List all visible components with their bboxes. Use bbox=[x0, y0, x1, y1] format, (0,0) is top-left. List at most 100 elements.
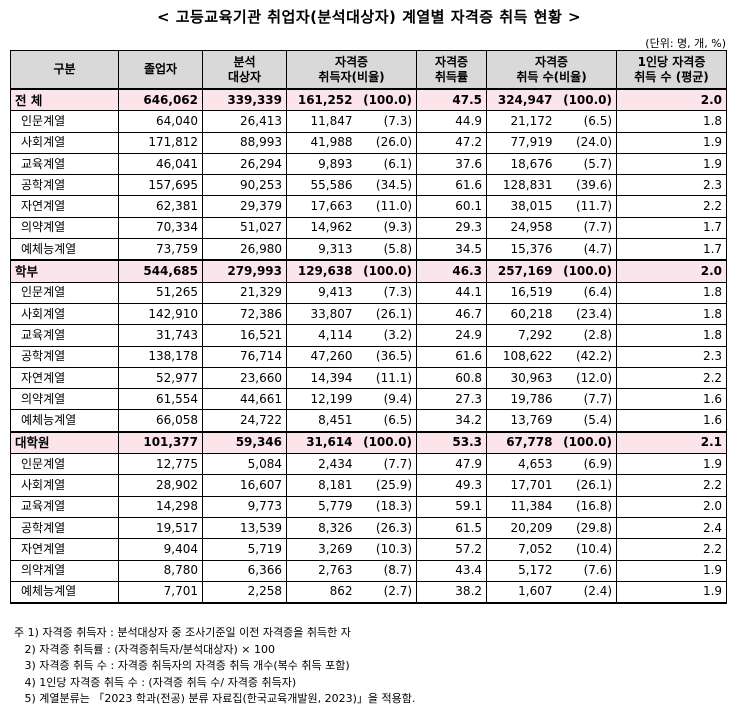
cell-rate: 27.3 bbox=[416, 388, 488, 411]
cell-acquirers: 11,847 bbox=[286, 110, 357, 133]
cell-count-pct: (42.2) bbox=[556, 345, 618, 368]
cell-graduates: 9,404 bbox=[118, 538, 203, 561]
cell-acquirers: 14,394 bbox=[286, 366, 357, 390]
cell-acquirers-pct: (26.0) bbox=[356, 131, 418, 154]
cell-average: 1.8 bbox=[616, 110, 728, 133]
cell-targets: 9,773 bbox=[202, 495, 287, 518]
cell-count-pct: (7.7) bbox=[556, 216, 618, 240]
table-row: 자연계열 62,381 29,379 17,663 (11.0) 60.1 38,015 (1… bbox=[10, 195, 728, 218]
cell-acquirers-pct: (9.3) bbox=[356, 216, 418, 240]
cell-graduates: 66,058 bbox=[118, 409, 203, 433]
cell-count-pct: (5.7) bbox=[556, 152, 618, 176]
table-row: 공학계열 19,517 13,539 8,326 (26.3) 61.5 20,209 (29… bbox=[10, 516, 728, 540]
cell-graduates: 51,265 bbox=[118, 281, 203, 304]
cell-acquirers: 14,962 bbox=[286, 216, 357, 240]
cell-count-pct: (4.7) bbox=[556, 238, 618, 262]
cell-count-pct: (100.0) bbox=[556, 259, 618, 283]
cell-targets: 76,714 bbox=[202, 345, 287, 368]
cell-targets: 24,722 bbox=[202, 409, 287, 433]
cell-acquirers: 33,807 bbox=[286, 302, 357, 326]
table-row: 의약계열 70,334 51,027 14,962 (9.3) 29.3 24,958 (7.… bbox=[10, 216, 728, 240]
cell-targets: 5,719 bbox=[202, 538, 287, 561]
cell-count-pct: (100.0) bbox=[556, 431, 618, 455]
table-row: 교육계열 46,041 26,294 9,893 (6.1) 37.6 18,676 (5.7… bbox=[10, 152, 728, 176]
table-row: 공학계열 157,695 90,253 55,586 (34.5) 61.6 128,831… bbox=[10, 174, 728, 197]
footnote: 5) 계열분류는 「2023 학과(전공) 분류 자료집(한국교육개발원, 20… bbox=[14, 692, 416, 705]
cell-targets: 26,413 bbox=[202, 110, 287, 133]
row-label: 사회계열 bbox=[10, 131, 119, 154]
cell-count: 30,963 bbox=[486, 366, 557, 390]
cell-graduates: 7,701 bbox=[118, 580, 203, 605]
row-label: 자연계열 bbox=[10, 538, 119, 561]
cell-average: 2.2 bbox=[616, 366, 728, 390]
cell-rate: 44.9 bbox=[416, 110, 488, 133]
cell-acquirers: 41,988 bbox=[286, 131, 357, 154]
cell-count: 21,172 bbox=[486, 110, 557, 133]
cell-targets: 279,993 bbox=[202, 259, 287, 283]
cell-acquirers-pct: (5.8) bbox=[356, 238, 418, 262]
cell-average: 1.8 bbox=[616, 324, 728, 347]
cell-targets: 2,258 bbox=[202, 580, 287, 605]
cell-acquirers: 47,260 bbox=[286, 345, 357, 368]
cell-targets: 21,329 bbox=[202, 281, 287, 304]
cell-acquirers-pct: (7.3) bbox=[356, 281, 418, 304]
cell-count: 77,919 bbox=[486, 131, 557, 154]
row-label: 공학계열 bbox=[10, 516, 119, 540]
cell-count: 108,622 bbox=[486, 345, 557, 368]
header-acquirers: 자격증 취득자(비율) bbox=[285, 50, 418, 90]
cell-average: 2.0 bbox=[616, 88, 728, 112]
row-label: 인문계열 bbox=[10, 110, 119, 133]
cell-count-pct: (7.6) bbox=[556, 559, 618, 582]
cell-average: 2.2 bbox=[616, 538, 728, 561]
cell-count: 13,769 bbox=[486, 409, 557, 433]
row-label: 자연계열 bbox=[10, 366, 119, 390]
cell-count-pct: (7.7) bbox=[556, 388, 618, 411]
table-row: 사회계열 171,812 88,993 41,988 (26.0) 47.2 77,919(… bbox=[10, 131, 728, 154]
cell-rate: 59.1 bbox=[416, 495, 488, 518]
cell-count: 324,947 bbox=[486, 88, 557, 112]
cell-targets: 6,366 bbox=[202, 559, 287, 582]
cell-acquirers: 862 bbox=[286, 580, 357, 605]
cell-acquirers: 31,614 bbox=[286, 431, 357, 455]
row-label: 공학계열 bbox=[10, 345, 119, 368]
cell-average: 2.1 bbox=[616, 431, 728, 455]
row-label: 예체능계열 bbox=[10, 238, 119, 262]
row-label: 교육계열 bbox=[10, 324, 119, 347]
cell-average: 1.7 bbox=[616, 216, 728, 240]
cell-rate: 38.2 bbox=[416, 580, 488, 605]
cell-acquirers-pct: (25.9) bbox=[356, 474, 418, 497]
footnote: 주 1) 자격증 취득자 : 분석대상자 중 조사기준일 이전 자격증을 취득한… bbox=[14, 626, 351, 639]
table-row: 자연계열 52,977 23,660 14,394 (11.1) 60.8 30,963 (1… bbox=[10, 366, 728, 390]
cell-acquirers-pct: (26.3) bbox=[356, 516, 418, 540]
cell-count: 16,519 bbox=[486, 281, 557, 304]
cell-acquirers-pct: (100.0) bbox=[356, 259, 418, 283]
table-row: 인문계열 12,775 5,084 2,434 (7.7) 47.9 4,653 (6.9) 1… bbox=[10, 453, 728, 476]
cell-acquirers-pct: (18.3) bbox=[356, 495, 418, 518]
cell-graduates: 157,695 bbox=[118, 174, 203, 197]
cell-acquirers-pct: (9.4) bbox=[356, 388, 418, 411]
cell-targets: 16,521 bbox=[202, 324, 287, 347]
cell-count-pct: (16.8) bbox=[556, 495, 618, 518]
table-row: 교육계열 14,298 9,773 5,779 (18.3) 59.1 11,384 (16.… bbox=[10, 495, 728, 518]
cell-average: 1.6 bbox=[616, 409, 728, 433]
table-row: 공학계열 138,178 76,714 47,260 (36.5) 61.6 108,622… bbox=[10, 345, 728, 368]
cell-count-pct: (6.9) bbox=[556, 453, 618, 476]
cell-targets: 339,339 bbox=[202, 88, 287, 112]
cell-count-pct: (6.4) bbox=[556, 281, 618, 304]
cell-count-pct: (39.6) bbox=[556, 174, 618, 197]
cell-count: 7,292 bbox=[486, 324, 557, 347]
table-row: 사회계열 142,910 72,386 33,807 (26.1) 46.7 60,218(… bbox=[10, 302, 728, 326]
cell-rate: 44.1 bbox=[416, 281, 488, 304]
cell-acquirers: 8,181 bbox=[286, 474, 357, 497]
cell-acquirers-pct: (10.3) bbox=[356, 538, 418, 561]
table-row: 예체능계열 66,058 24,722 8,451 (6.5) 34.2 13,769 (5.… bbox=[10, 409, 728, 433]
cell-rate: 37.6 bbox=[416, 152, 488, 176]
cell-acquirers: 2,763 bbox=[286, 559, 357, 582]
cell-graduates: 544,685 bbox=[118, 259, 203, 283]
row-label: 의약계열 bbox=[10, 216, 119, 240]
cell-count: 60,218 bbox=[486, 302, 557, 326]
table-row: 의약계열 8,780 6,366 2,763 (8.7) 43.4 5,172 (7.6) 1.… bbox=[10, 559, 728, 582]
cell-count-pct: (12.0) bbox=[556, 366, 618, 390]
header-row: 구분 졸업자 분석 대상자 자격증 취득자(비율) 자격증 취득률 자격증 취득… bbox=[10, 50, 728, 90]
cell-average: 1.7 bbox=[616, 238, 728, 262]
